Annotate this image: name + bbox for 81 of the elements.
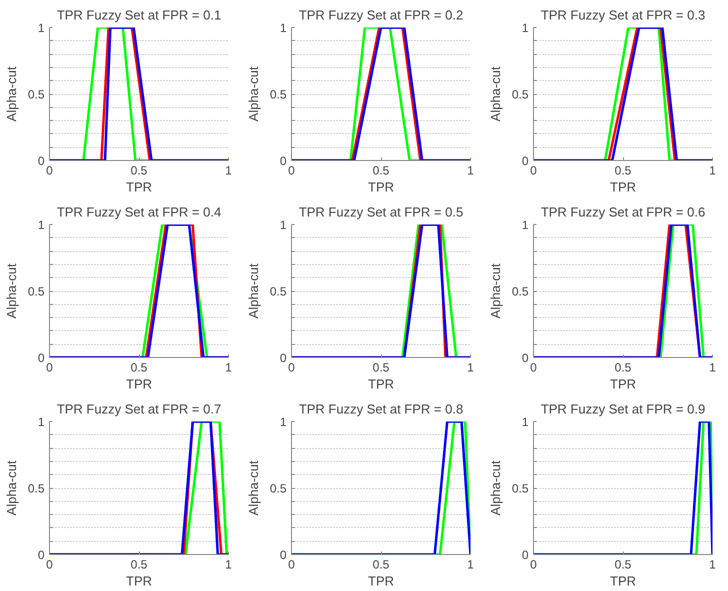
x-tick-label: 0.5 [614, 558, 632, 572]
y-axis-title: Alpha-cut [246, 263, 261, 318]
chart-title: TPR Fuzzy Set at FPR = 0.9 [540, 402, 706, 416]
y-axis-title: Alpha-cut [488, 263, 503, 318]
y-tick-label: 0.5 [512, 482, 529, 496]
y-tick-label: 1 [280, 21, 287, 35]
chart-title: TPR Fuzzy Set at FPR = 0.4 [56, 204, 222, 220]
x-axis-title: TPR [610, 376, 636, 392]
y-tick-label: 0.5 [512, 284, 529, 298]
y-tick-label: 0.5 [270, 284, 287, 298]
y-tick-label: 0 [522, 154, 529, 168]
x-tick-label: 0 [530, 164, 538, 178]
chart-title: TPR Fuzzy Set at FPR = 0.2 [298, 8, 464, 22]
y-tick-label: 1 [280, 218, 287, 232]
x-tick-label: 0 [288, 164, 296, 178]
chart-title: TPR Fuzzy Set at FPR = 0.3 [540, 8, 706, 22]
y-tick-label: 0 [38, 548, 45, 562]
x-tick-label: 0 [530, 558, 538, 572]
y-axis-title: Alpha-cut [246, 66, 261, 122]
y-tick-label: 1 [522, 21, 529, 35]
x-tick-label: 1 [225, 164, 232, 178]
x-tick-label: 1 [467, 558, 474, 572]
y-axis-title: Alpha-cut [488, 460, 503, 516]
x-axis-title: TPR [368, 180, 394, 194]
x-tick-label: 1 [467, 360, 474, 374]
x-tick-label: 1 [225, 558, 232, 572]
x-tick-label: 0.5 [614, 164, 632, 178]
x-tick-label: 1 [709, 164, 716, 178]
y-tick-label: 1 [522, 218, 529, 232]
y-tick-label: 0 [522, 351, 529, 365]
x-axis-title: TPR [368, 376, 394, 392]
x-axis-title: TPR [368, 574, 394, 588]
x-tick-label: 0.5 [130, 558, 148, 572]
chart-title: TPR Fuzzy Set at FPR = 0.6 [540, 204, 706, 220]
y-tick-label: 1 [38, 21, 45, 35]
x-tick-label: 1 [467, 164, 474, 178]
x-tick-label: 0 [288, 558, 296, 572]
x-tick-label: 1 [709, 558, 716, 572]
x-tick-label: 1 [225, 360, 232, 374]
chart-title: TPR Fuzzy Set at FPR = 0.8 [298, 402, 464, 416]
x-tick-label: 0.5 [372, 164, 390, 178]
y-tick-label: 0.5 [270, 88, 287, 102]
x-axis-title: TPR [126, 376, 152, 392]
x-axis-title: TPR [126, 180, 152, 194]
x-tick-label: 0 [46, 558, 54, 572]
x-tick-label: 0 [46, 164, 54, 178]
y-axis-title: Alpha-cut [246, 460, 261, 516]
y-axis-title: Alpha-cut [488, 66, 503, 122]
y-tick-label: 0 [280, 154, 287, 168]
x-tick-label: 0 [288, 360, 296, 374]
x-tick-label: 0.5 [130, 360, 148, 374]
x-tick-label: 0.5 [372, 558, 390, 572]
y-axis-title: Alpha-cut [4, 66, 19, 122]
y-tick-label: 0 [38, 154, 45, 168]
chart-title: TPR Fuzzy Set at FPR = 0.1 [56, 8, 222, 22]
x-axis-title: TPR [610, 180, 636, 194]
chart-title: TPR Fuzzy Set at FPR = 0.7 [56, 402, 222, 416]
x-tick-label: 0.5 [372, 360, 390, 374]
y-tick-label: 0 [38, 351, 45, 365]
y-tick-label: 1 [38, 218, 45, 232]
y-axis-title: Alpha-cut [4, 263, 19, 318]
chart-title: TPR Fuzzy Set at FPR = 0.5 [298, 204, 464, 220]
y-tick-label: 1 [280, 415, 287, 429]
y-axis-title: Alpha-cut [4, 460, 19, 516]
y-tick-label: 0 [522, 548, 529, 562]
x-axis-title: TPR [126, 574, 152, 588]
x-tick-label: 0.5 [614, 360, 632, 374]
y-tick-label: 0 [280, 548, 287, 562]
y-tick-label: 0.5 [512, 88, 529, 102]
x-tick-label: 0 [46, 360, 54, 374]
y-tick-label: 0.5 [28, 88, 45, 102]
x-tick-label: 0 [530, 360, 538, 374]
y-tick-label: 1 [522, 415, 529, 429]
y-tick-label: 0.5 [28, 284, 45, 298]
x-tick-label: 1 [709, 360, 716, 374]
x-axis-title: TPR [610, 574, 636, 588]
y-tick-label: 1 [38, 415, 45, 429]
y-tick-label: 0 [280, 351, 287, 365]
y-tick-label: 0.5 [28, 482, 45, 496]
y-tick-label: 0.5 [270, 482, 287, 496]
x-tick-label: 0.5 [130, 164, 148, 178]
